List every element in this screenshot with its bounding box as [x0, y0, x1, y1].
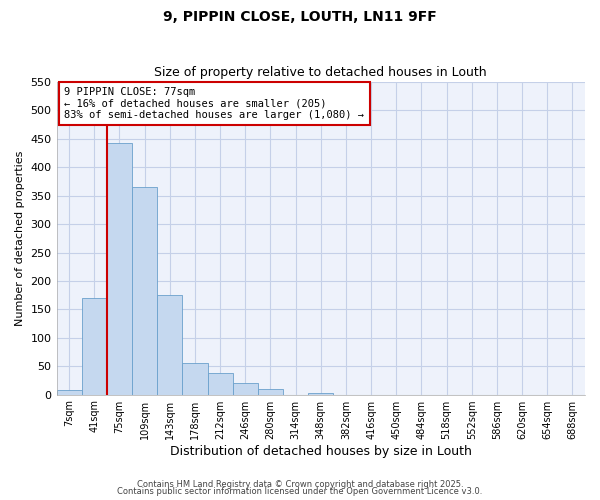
Text: 9 PIPPIN CLOSE: 77sqm
← 16% of detached houses are smaller (205)
83% of semi-det: 9 PIPPIN CLOSE: 77sqm ← 16% of detached … — [64, 86, 364, 120]
Bar — [56, 390, 82, 394]
Bar — [157, 295, 182, 394]
Y-axis label: Number of detached properties: Number of detached properties — [15, 150, 25, 326]
Bar — [208, 373, 233, 394]
Bar — [182, 364, 208, 394]
Bar — [258, 389, 283, 394]
Bar — [233, 382, 258, 394]
X-axis label: Distribution of detached houses by size in Louth: Distribution of detached houses by size … — [170, 444, 472, 458]
Text: Contains public sector information licensed under the Open Government Licence v3: Contains public sector information licen… — [118, 487, 482, 496]
Bar — [107, 143, 132, 395]
Bar — [132, 187, 157, 394]
Text: 9, PIPPIN CLOSE, LOUTH, LN11 9FF: 9, PIPPIN CLOSE, LOUTH, LN11 9FF — [163, 10, 437, 24]
Bar — [82, 298, 107, 394]
Title: Size of property relative to detached houses in Louth: Size of property relative to detached ho… — [154, 66, 487, 80]
Text: Contains HM Land Registry data © Crown copyright and database right 2025.: Contains HM Land Registry data © Crown c… — [137, 480, 463, 489]
